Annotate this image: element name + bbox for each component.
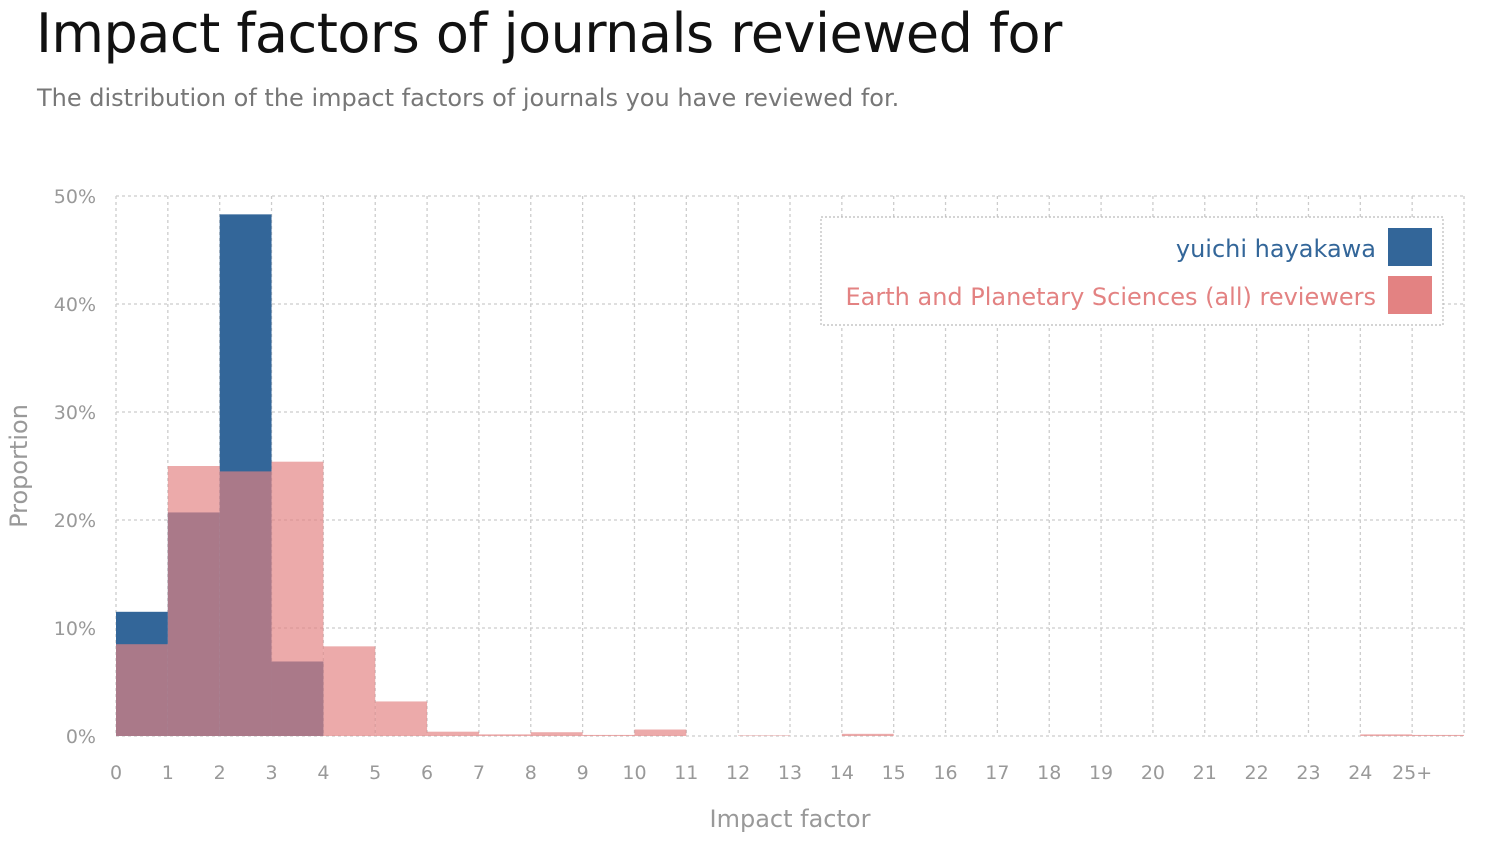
bar-field [116,644,168,736]
series-field-bars [116,461,1464,736]
bar-field [582,734,635,736]
bar-field [375,701,428,736]
chart-title: Impact factors of journals reviewed for [36,2,1062,65]
x-tick-label: 7 [473,762,485,784]
x-tick-label: 21 [1193,762,1217,784]
x-tick-label: 10 [622,762,646,784]
y-axis-ticks: 0% 10% 20% 30% 40% 50% [54,186,96,748]
x-tick-label: 20 [1141,762,1165,784]
x-tick-label: 6 [421,762,433,784]
bar-field [271,461,324,736]
x-tick-label: 23 [1296,762,1320,784]
x-tick-label: 14 [830,762,854,784]
x-tick-label: 25+ [1392,762,1432,784]
x-tick-label: 22 [1245,762,1269,784]
y-tick-label: 0% [66,726,96,748]
x-tick-label: 3 [265,762,277,784]
y-tick-label: 30% [54,402,96,424]
bar-field [323,646,376,736]
bar-field [427,731,479,736]
legend-frame [820,216,1444,326]
y-tick-label: 40% [54,294,96,316]
x-tick-label: 19 [1089,762,1113,784]
bar-field [1360,734,1413,736]
legend-label-user: yuichi hayakawa [1176,235,1376,263]
bar-field [478,734,531,736]
x-axis-title: Impact factor [710,805,871,833]
x-tick-label: 13 [778,762,802,784]
legend-swatch-field [1388,276,1432,314]
legend-swatch-user [1388,228,1432,266]
x-tick-label: 18 [1037,762,1061,784]
bar-field [841,733,894,736]
legend-label-field: Earth and Planetary Sciences (all) revie… [846,283,1376,311]
chart-subtitle: The distribution of the impact factors o… [37,84,900,112]
x-tick-label: 4 [317,762,329,784]
x-tick-label: 0 [110,762,122,784]
bar-field [219,471,272,736]
x-tick-label: 9 [577,762,589,784]
x-tick-label: 24 [1348,762,1372,784]
x-tick-label: 17 [985,762,1009,784]
bar-field [634,729,687,736]
y-tick-label: 50% [54,186,96,208]
y-tick-label: 10% [54,618,96,640]
x-tick-label: 8 [525,762,537,784]
bar-field [167,466,220,736]
y-axis-title: Proportion [5,404,33,528]
x-tick-label: 1 [162,762,174,784]
chart-legend: yuichi hayakawa Earth and Planetary Scie… [820,216,1444,326]
x-axis-ticks: 0 1 2 3 4 5 6 7 8 9 10 11 12 13 14 15 16 17 18 19 20 21 22 23 24… [110,762,1432,784]
bar-field [1412,734,1464,736]
x-tick-label: 15 [882,762,906,784]
x-tick-label: 5 [369,762,381,784]
bar-field [530,732,583,736]
y-tick-label: 20% [54,510,96,532]
bar-field [738,735,790,736]
x-tick-label: 16 [933,762,957,784]
x-tick-label: 12 [726,762,750,784]
x-tick-label: 2 [214,762,226,784]
x-tick-label: 11 [674,762,698,784]
